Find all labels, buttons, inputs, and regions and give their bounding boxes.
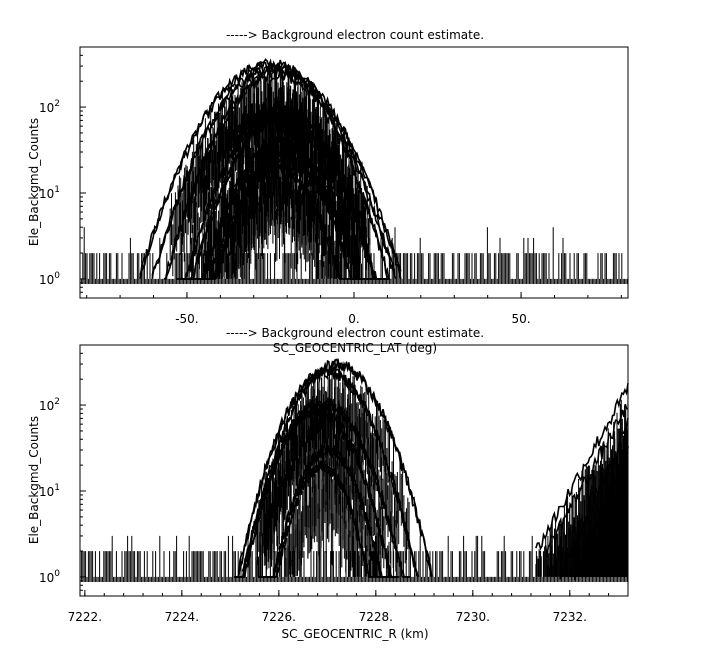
y-axis-ticks-2: 100 101 102 — [39, 344, 86, 597]
count-trace — [235, 403, 400, 579]
count-fill-edge — [576, 463, 628, 577]
count-trace — [234, 397, 411, 578]
x-tick-label: 7228. — [359, 610, 393, 624]
count-trace — [236, 365, 419, 578]
count-trace — [190, 163, 364, 280]
count-trace — [259, 459, 386, 578]
y-tick-label: 101 — [39, 483, 60, 499]
x-axis-label-2: SC_GEOCENTRIC_R (km) — [282, 627, 429, 641]
y-tick-label: 101 — [39, 185, 60, 201]
x-tick-label: 7230. — [456, 610, 490, 624]
count-trace — [139, 60, 402, 280]
count-trace-edge — [573, 446, 629, 581]
y-axis-label-1: Ele_Backgmd_Counts — [27, 118, 41, 246]
y-tick-label: 102 — [39, 99, 60, 115]
x-tick-label: 7232. — [553, 610, 587, 624]
x-tick-label: -50. — [175, 312, 198, 326]
count-fill — [285, 471, 362, 577]
count-trace — [179, 112, 389, 280]
panel-2-title: -----> Background electron count estimat… — [226, 326, 484, 340]
count-trace — [258, 446, 397, 578]
y-axis-label-2: Ele_Backgmd_Counts — [27, 416, 41, 544]
y-axis-ticks-1: 100 101 102 — [39, 46, 86, 299]
y-tick-label: 102 — [39, 397, 60, 413]
panel-1-title: -----> Background electron count estimat… — [226, 28, 484, 42]
plot-area-1 — [79, 58, 628, 284]
y-tick-label: 100 — [39, 271, 60, 287]
panel-2-frame — [79, 344, 629, 597]
x-tick-label: 0. — [348, 312, 359, 326]
panel-radius: -----> Background electron count estimat… — [27, 326, 629, 641]
x-axis-ticks-1: -50. 0. 50. — [86, 292, 622, 326]
count-trace — [184, 138, 377, 280]
count-fill — [226, 169, 333, 279]
x-tick-label: 7222. — [68, 610, 102, 624]
panel-latitude: -----> Background electron count estimat… — [27, 28, 629, 355]
x-axis-ticks-2: 7222. 7224. 7226. 7228. 7230. 7232. — [68, 590, 629, 624]
x-tick-label: 7224. — [165, 610, 199, 624]
x-tick-label: 7226. — [262, 610, 296, 624]
y-tick-label: 100 — [39, 569, 60, 585]
x-tick-label: 50. — [512, 312, 531, 326]
count-trace — [164, 67, 391, 280]
count-trace — [139, 58, 402, 276]
plot-area-2 — [79, 358, 629, 582]
x-axis-label-1: SC_GEOCENTRIC_LAT (deg) — [273, 341, 437, 355]
